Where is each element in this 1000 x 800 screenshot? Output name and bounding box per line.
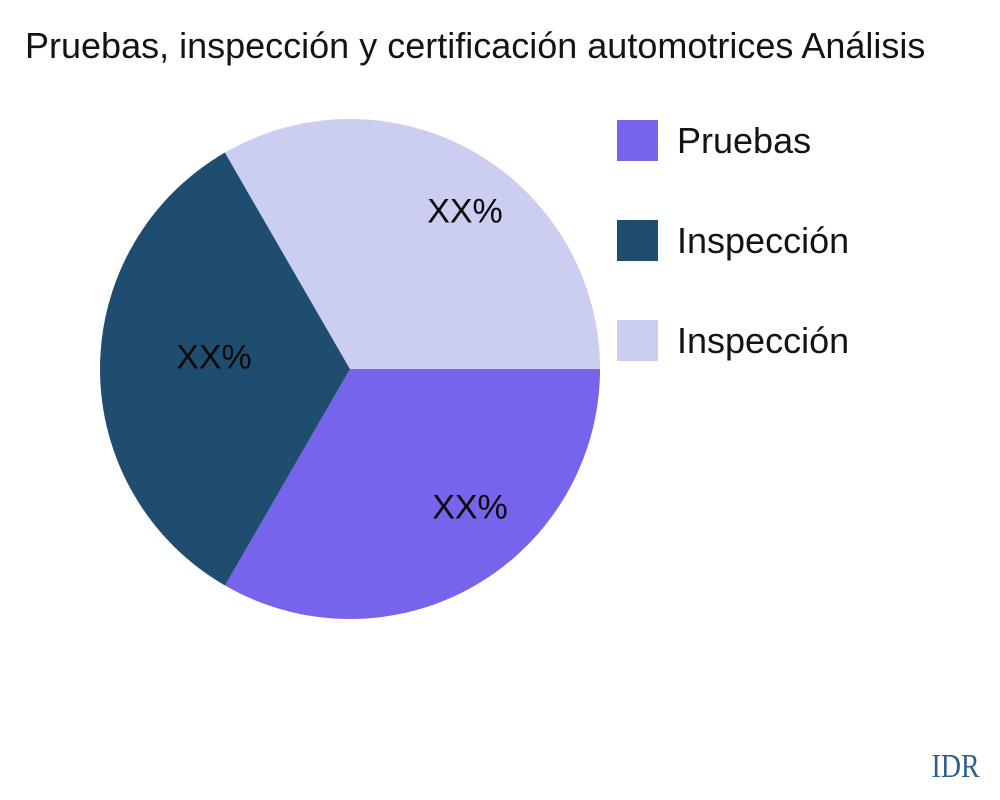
legend-swatch-inspeccion-2 (617, 320, 658, 361)
legend-label: Pruebas (677, 119, 812, 161)
pie-slice-0 (225, 369, 601, 619)
pie-slice-percentage-label: XX% (432, 488, 508, 527)
legend: Pruebas Inspección Inspección (617, 120, 849, 420)
pie-slice-percentage-label: XX% (176, 338, 252, 377)
legend-swatch-inspeccion-1 (617, 220, 658, 261)
legend-item: Inspección (617, 320, 849, 361)
legend-label: Inspección (677, 219, 850, 261)
pie-slice-1 (100, 152, 351, 586)
legend-label: Inspección (677, 319, 850, 361)
pie-slice-2 (224, 119, 600, 370)
legend-swatch-pruebas (617, 120, 658, 161)
legend-item: Pruebas (617, 120, 849, 161)
chart-title: Pruebas, inspección y certificación auto… (25, 25, 926, 66)
watermark-idr: IDR (931, 748, 980, 785)
legend-item: Inspección (617, 220, 849, 261)
pie-slice-percentage-label: XX% (427, 192, 503, 231)
